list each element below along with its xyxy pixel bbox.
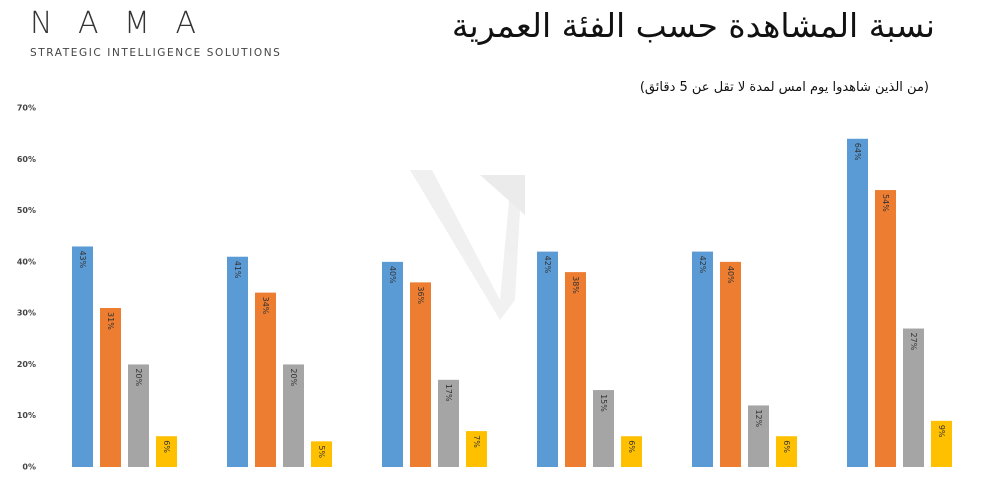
brand: N A M A bbox=[30, 6, 204, 41]
value-label: 7% bbox=[472, 435, 481, 448]
y-tick-label: 50% bbox=[17, 206, 36, 215]
bar bbox=[593, 390, 614, 467]
value-label: 43% bbox=[78, 250, 87, 268]
value-label: 9% bbox=[937, 425, 946, 438]
bar bbox=[410, 282, 431, 467]
tagline: STRATEGIC INTELLIGENCE SOLUTIONS bbox=[30, 47, 282, 59]
value-label: 34% bbox=[261, 297, 270, 315]
value-label: 40% bbox=[726, 266, 735, 284]
y-tick-label: 20% bbox=[17, 360, 36, 369]
bar bbox=[565, 272, 586, 467]
value-label: 54% bbox=[881, 194, 890, 212]
bar bbox=[466, 431, 487, 467]
value-label: 42% bbox=[543, 256, 552, 274]
y-tick-label: 70% bbox=[17, 104, 36, 113]
value-label: 20% bbox=[289, 368, 298, 386]
bar bbox=[156, 436, 177, 467]
value-label: 6% bbox=[162, 440, 171, 453]
chart-subtitle: (من الذين شاهدوا يوم امس لمدة لا تقل عن … bbox=[639, 80, 929, 95]
value-label: 27% bbox=[909, 333, 918, 351]
bar bbox=[382, 261, 403, 467]
bar bbox=[720, 261, 741, 467]
bar bbox=[255, 292, 276, 467]
value-label: 42% bbox=[698, 256, 707, 274]
y-tick-label: 0% bbox=[22, 463, 36, 472]
bar bbox=[227, 256, 248, 467]
y-tick-label: 10% bbox=[17, 411, 36, 420]
bar bbox=[283, 364, 304, 467]
watermark bbox=[410, 170, 525, 320]
bar bbox=[311, 441, 332, 467]
value-label: 12% bbox=[754, 409, 763, 427]
bar bbox=[438, 379, 459, 467]
value-label: 41% bbox=[233, 261, 242, 279]
bar bbox=[931, 420, 952, 467]
chart-title: نسبة المشاهدة حسب الفئة العمرية bbox=[451, 6, 935, 45]
y-tick-label: 30% bbox=[17, 309, 36, 318]
y-tick-label: 60% bbox=[17, 155, 36, 164]
bar bbox=[128, 364, 149, 467]
bar bbox=[537, 251, 558, 467]
value-label: 20% bbox=[134, 368, 143, 386]
bar bbox=[748, 405, 769, 467]
value-label: 64% bbox=[853, 143, 862, 161]
value-label: 36% bbox=[416, 286, 425, 304]
value-label: 6% bbox=[627, 440, 636, 453]
bar bbox=[776, 436, 797, 467]
value-label: 6% bbox=[782, 440, 791, 453]
bar bbox=[621, 436, 642, 467]
value-label: 31% bbox=[106, 312, 115, 330]
value-label: 5% bbox=[317, 445, 326, 458]
y-tick-label: 40% bbox=[17, 257, 36, 266]
value-label: 15% bbox=[599, 394, 608, 412]
value-label: 38% bbox=[571, 276, 580, 294]
bar bbox=[100, 308, 121, 467]
bar bbox=[875, 190, 896, 468]
bar bbox=[692, 251, 713, 467]
bar bbox=[847, 138, 868, 467]
value-label: 40% bbox=[388, 266, 397, 284]
value-label: 17% bbox=[444, 384, 453, 402]
bar bbox=[72, 246, 93, 467]
bar bbox=[903, 328, 924, 467]
